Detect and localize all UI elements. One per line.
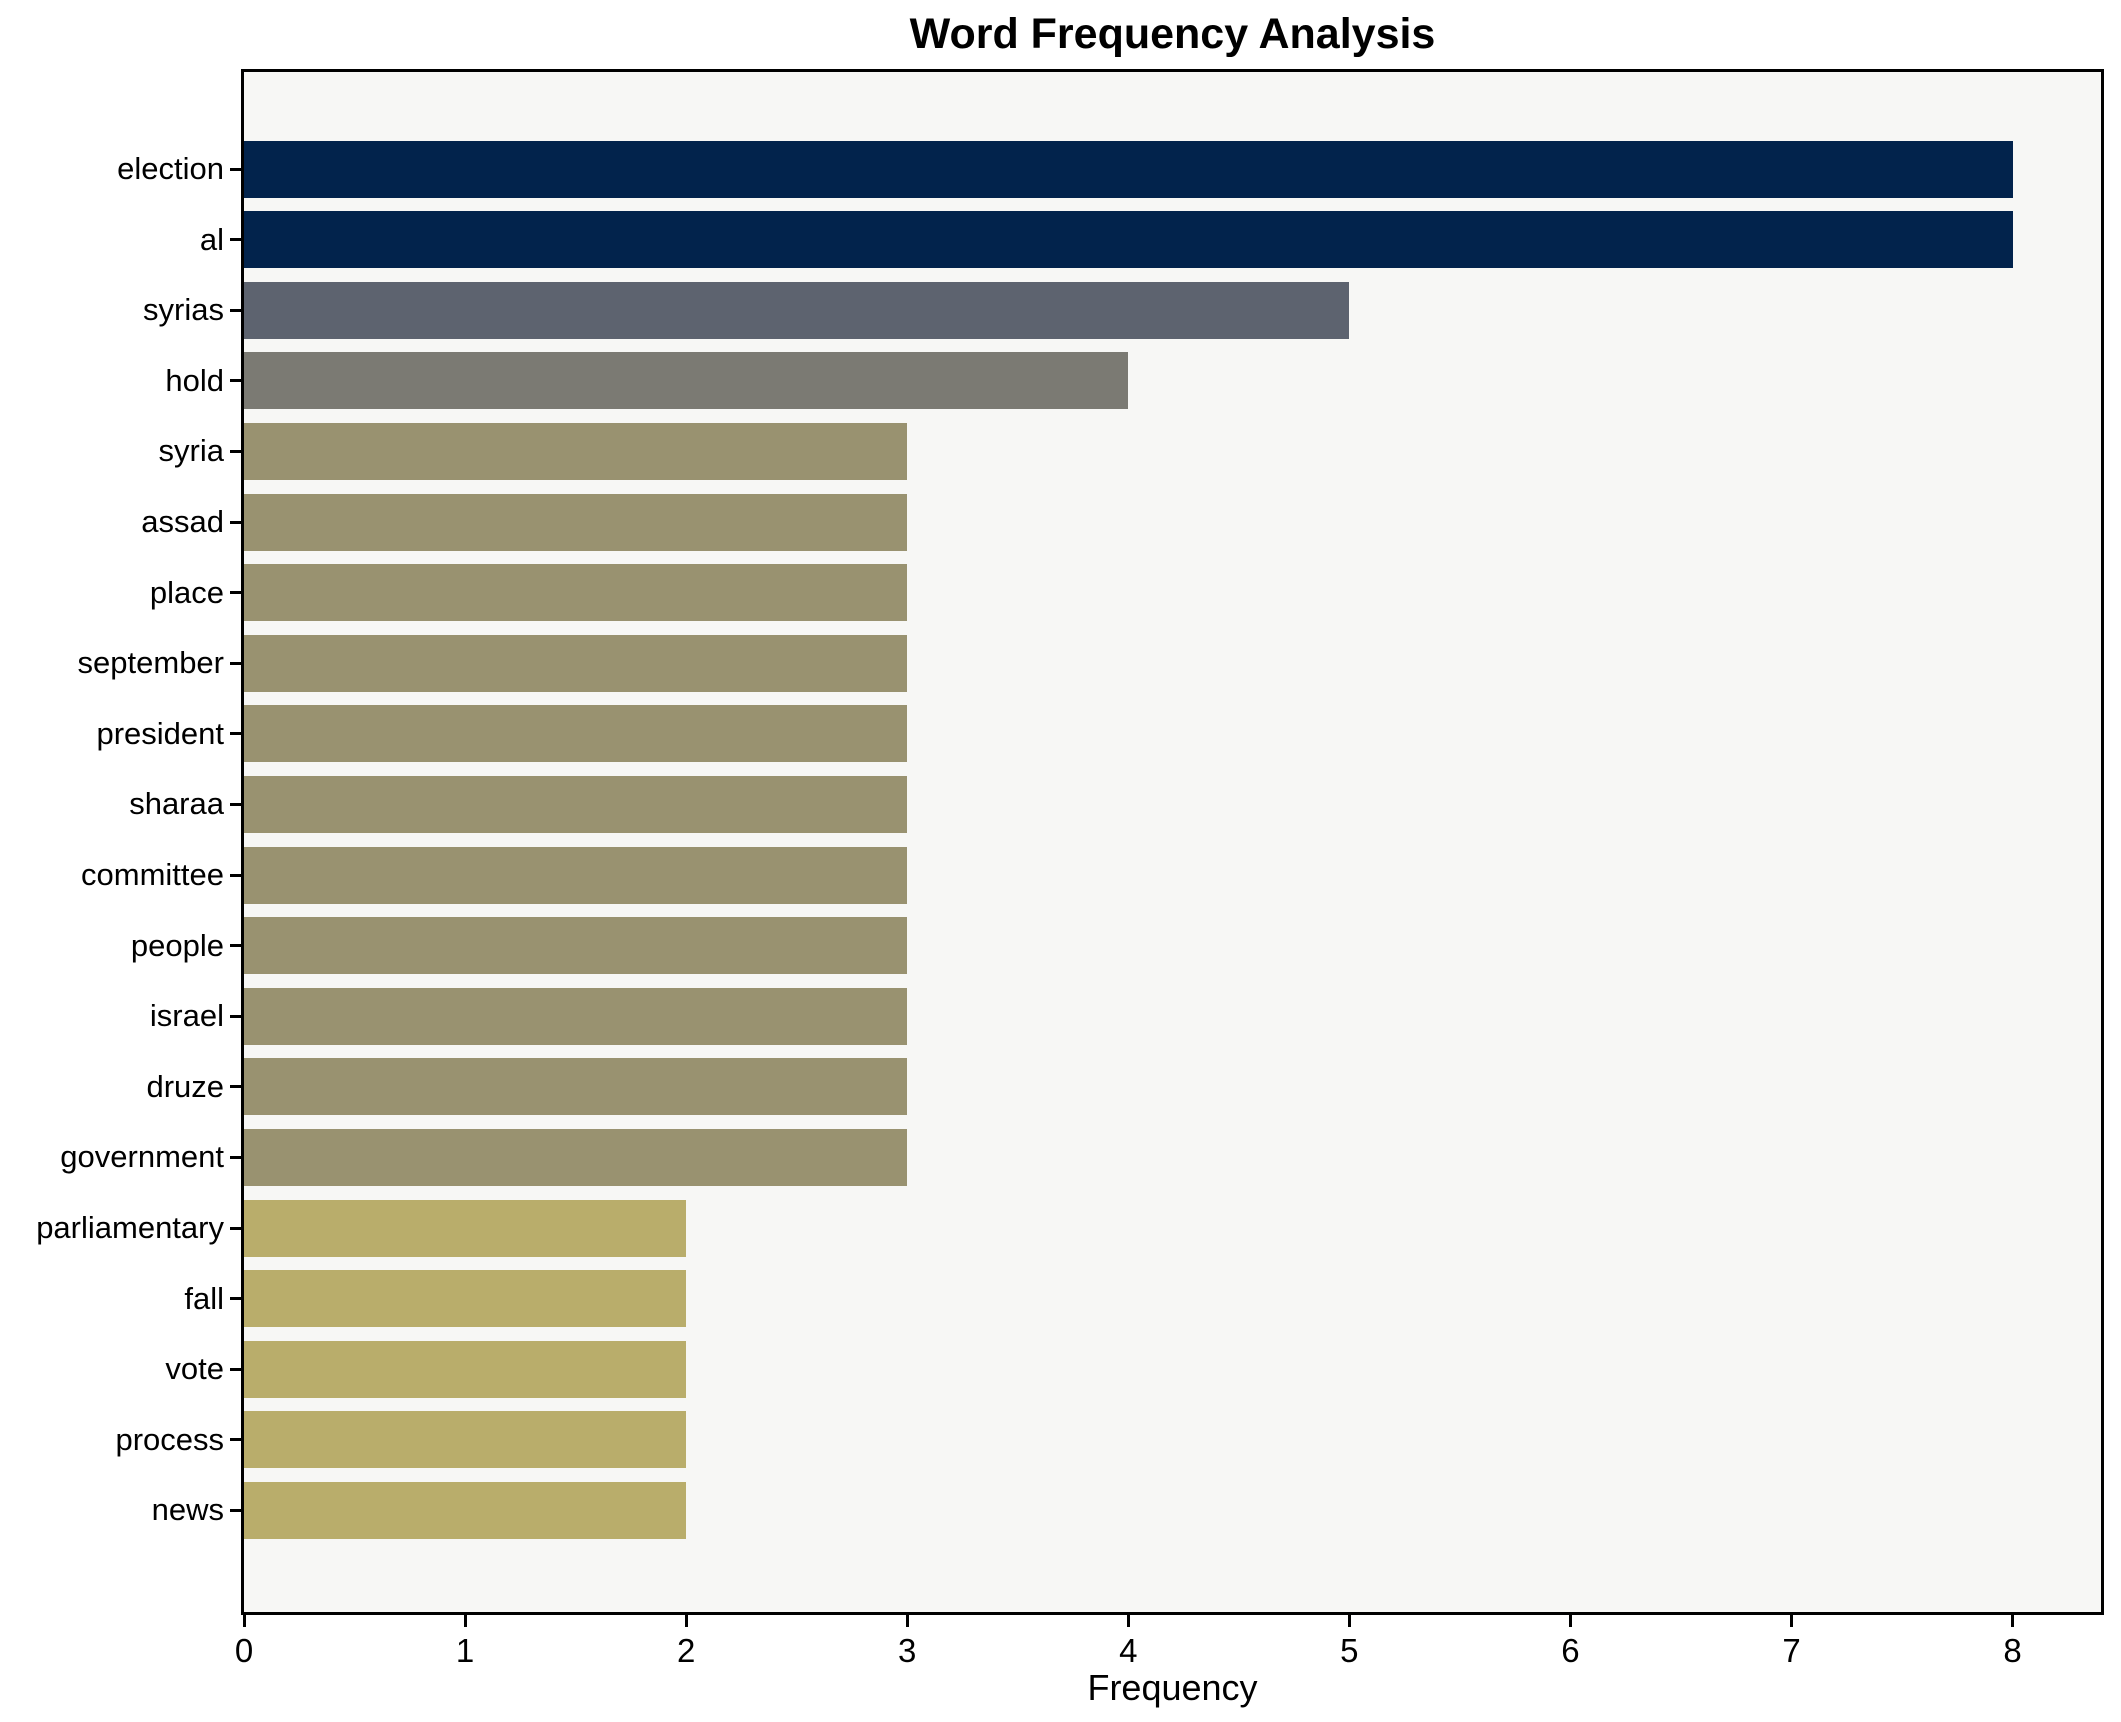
y-tick-mark: [230, 449, 242, 453]
x-tick-label-3: 3: [898, 1632, 917, 1669]
y-tick-mark: [230, 1438, 242, 1442]
bar-parliamentary: [244, 1199, 687, 1257]
y-tick-label-syria: syria: [158, 433, 224, 469]
y-tick-label-president: president: [96, 715, 224, 751]
x-tick-mark: [684, 1615, 688, 1627]
bar-israel: [244, 987, 908, 1045]
y-tick-mark: [230, 661, 242, 665]
y-tick-mark: [230, 167, 242, 171]
bar-sharaa: [244, 775, 908, 833]
bar-president: [244, 705, 908, 763]
x-axis-title: Frequency: [1087, 1667, 1258, 1708]
y-tick-mark: [230, 379, 242, 383]
bar-assad: [244, 493, 908, 551]
y-tick-label-syrias: syrias: [143, 292, 224, 328]
chart-title: Word Frequency Analysis: [909, 10, 1436, 58]
bar-september: [244, 634, 908, 692]
y-tick-label-hold: hold: [165, 362, 224, 398]
bar-hold: [244, 352, 1129, 410]
y-tick-mark: [230, 873, 242, 877]
x-tick-mark: [1790, 1615, 1793, 1627]
y-tick-mark: [230, 732, 242, 736]
y-tick-label-parliamentary: parliamentary: [36, 1210, 224, 1245]
y-tick-label-september: september: [77, 645, 224, 681]
bar-election: [244, 140, 2013, 198]
y-tick-mark: [230, 1508, 242, 1512]
bar-people: [244, 917, 908, 975]
y-tick-label-fall: fall: [184, 1280, 224, 1316]
y-tick-label-process: process: [115, 1421, 224, 1457]
y-tick-mark: [230, 1155, 242, 1159]
x-tick-label-0: 0: [234, 1632, 254, 1669]
bar-al: [244, 211, 2013, 269]
y-tick-mark: [230, 520, 242, 524]
y-tick-label-assad: assad: [141, 504, 224, 539]
bar-syria: [244, 422, 908, 480]
x-tick-label-5: 5: [1340, 1632, 1359, 1669]
y-tick-label-people: people: [130, 927, 224, 963]
y-tick-mark: [230, 238, 242, 242]
y-tick-mark: [230, 1297, 242, 1301]
x-tick-label-2: 2: [676, 1632, 696, 1669]
y-tick-mark: [230, 1085, 242, 1089]
y-tick-label-druze: druze: [146, 1068, 224, 1104]
x-tick-mark: [2011, 1615, 2015, 1627]
bar-news: [244, 1481, 687, 1539]
x-tick-mark: [905, 1615, 909, 1627]
x-tick-label-1: 1: [455, 1632, 475, 1669]
bar-syrias: [244, 281, 1350, 339]
bar-druze: [244, 1058, 908, 1116]
x-tick-mark: [463, 1615, 467, 1627]
bar-place: [244, 564, 908, 622]
y-tick-label-israel: israel: [149, 998, 224, 1034]
x-tick-label-4: 4: [1119, 1632, 1138, 1669]
x-tick-label-6: 6: [1561, 1632, 1580, 1669]
x-tick-label-8: 8: [2003, 1632, 2022, 1669]
x-tick-mark: [1347, 1615, 1351, 1627]
y-tick-mark: [230, 944, 242, 948]
x-tick-label-7: 7: [1782, 1632, 1801, 1669]
y-tick-mark: [230, 308, 242, 312]
y-tick-mark: [230, 1367, 242, 1371]
y-tick-label-committee: committee: [81, 857, 224, 892]
x-tick-mark: [1126, 1615, 1130, 1627]
bar-vote: [244, 1340, 687, 1398]
y-tick-label-sharaa: sharaa: [129, 786, 224, 822]
y-tick-mark: [230, 1226, 242, 1230]
y-tick-label-election: election: [117, 151, 224, 186]
y-tick-label-place: place: [149, 574, 224, 610]
x-tick-mark: [242, 1615, 246, 1627]
y-tick-mark: [230, 802, 242, 806]
y-tick-label-news: news: [151, 1492, 224, 1528]
y-tick-label-vote: vote: [165, 1351, 224, 1387]
bar-government: [244, 1128, 908, 1186]
y-tick-mark: [230, 1014, 242, 1018]
y-tick-label-al: al: [199, 221, 224, 257]
y-tick-label-government: government: [60, 1139, 224, 1175]
y-tick-mark: [230, 591, 242, 595]
bar-committee: [244, 846, 908, 904]
bar-process: [244, 1411, 687, 1469]
x-tick-mark: [1568, 1615, 1572, 1627]
bar-fall: [244, 1270, 687, 1328]
